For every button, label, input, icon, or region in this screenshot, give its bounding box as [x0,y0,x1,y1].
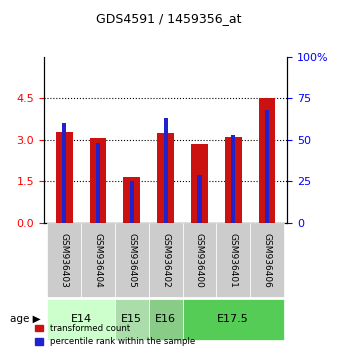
Bar [191,144,208,223]
Text: E17.5: E17.5 [217,314,249,325]
Text: E14: E14 [71,314,92,325]
Bar [164,118,168,223]
Text: GSM936406: GSM936406 [263,233,271,288]
Bar [259,98,275,223]
Text: age ▶: age ▶ [10,314,41,325]
Bar [90,138,106,223]
Text: GSM936403: GSM936403 [60,233,69,288]
Text: GSM936401: GSM936401 [229,233,238,288]
Text: E15: E15 [121,314,142,325]
Text: GSM936405: GSM936405 [127,233,136,288]
FancyBboxPatch shape [47,299,115,340]
FancyBboxPatch shape [149,299,183,340]
Text: GSM936402: GSM936402 [161,233,170,287]
Bar [62,123,66,223]
FancyBboxPatch shape [250,223,284,297]
FancyBboxPatch shape [216,223,250,297]
FancyBboxPatch shape [47,223,81,297]
FancyBboxPatch shape [183,299,284,340]
Text: GSM936400: GSM936400 [195,233,204,288]
Bar [197,175,201,223]
Text: GDS4591 / 1459356_at: GDS4591 / 1459356_at [96,12,242,25]
Bar [265,110,269,223]
Bar [225,137,242,223]
Bar [130,181,134,223]
Bar [123,177,140,223]
Bar [96,143,100,223]
Text: E16: E16 [155,314,176,325]
FancyBboxPatch shape [81,223,115,297]
Bar [56,131,73,223]
Bar [231,135,235,223]
FancyBboxPatch shape [183,223,216,297]
Text: GSM936404: GSM936404 [94,233,102,287]
FancyBboxPatch shape [115,223,149,297]
Bar [157,133,174,223]
FancyBboxPatch shape [115,299,149,340]
FancyBboxPatch shape [149,223,183,297]
Legend: transformed count, percentile rank within the sample: transformed count, percentile rank withi… [31,320,199,350]
